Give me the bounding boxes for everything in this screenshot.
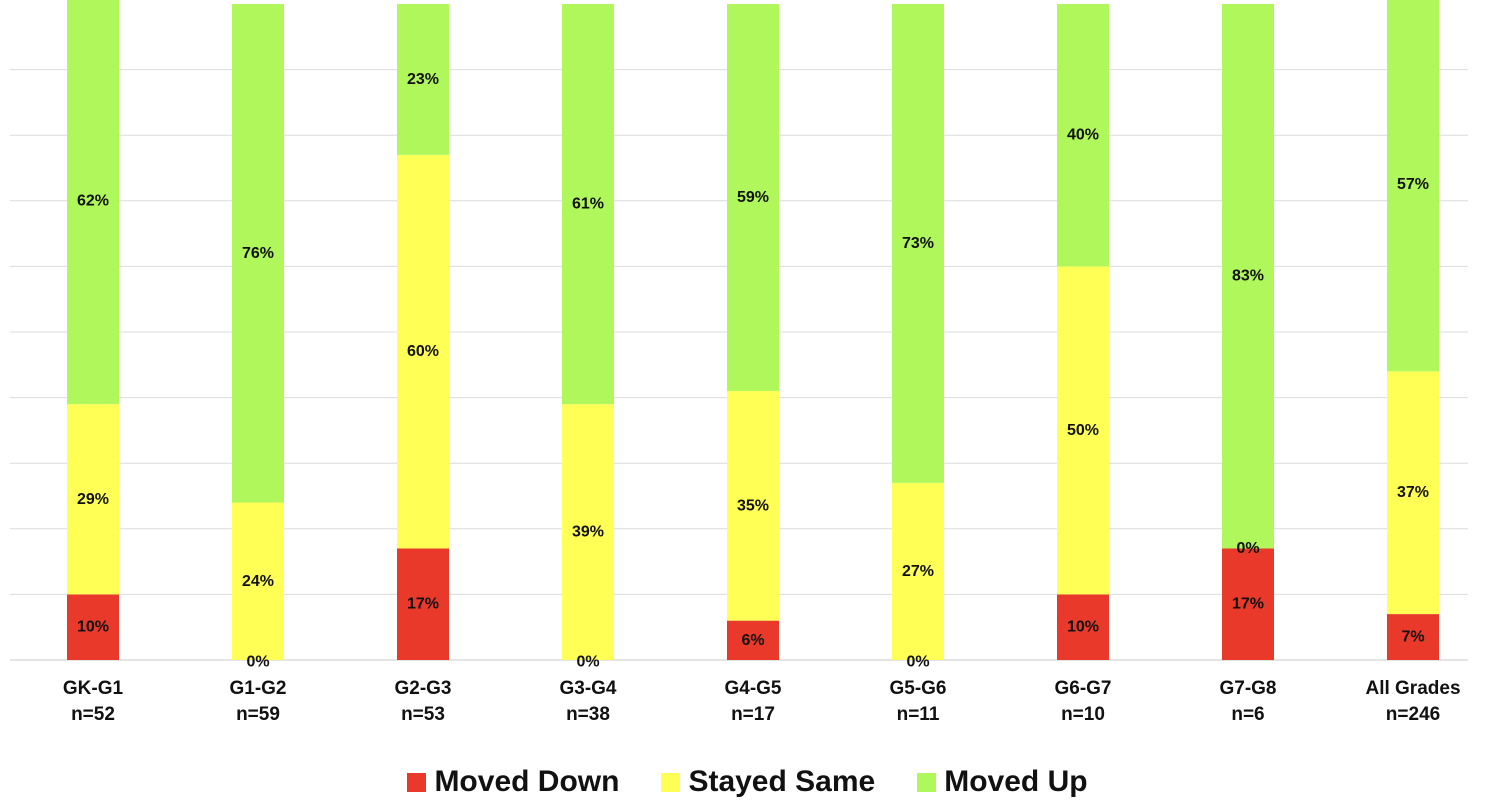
category-name: GK-G1 (62, 678, 124, 699)
data-label: 0% (576, 654, 599, 671)
bar-segment (67, 0, 119, 405)
data-label: 39% (572, 524, 604, 541)
data-label: 10% (77, 619, 109, 636)
legend-label-moved-down: Moved Down (434, 765, 620, 798)
legend-label-moved-up: Moved Up (944, 765, 1088, 798)
category-label: G7-G8 n=6 (1178, 676, 1318, 728)
data-label: 76% (242, 245, 274, 262)
sample-size: n=10 (1061, 704, 1105, 725)
data-label: 7% (1401, 629, 1424, 646)
bar-segment (727, 391, 779, 621)
bar-segment (562, 4, 614, 405)
bar-segment (397, 154, 449, 549)
category-name: G6-G7 (1054, 678, 1112, 699)
category-label: G4-G5 n=17 (683, 676, 823, 728)
data-label: 17% (1232, 596, 1264, 613)
bars (67, 0, 1439, 660)
bar-segment (892, 482, 944, 660)
category-name: G4-G5 (724, 678, 782, 699)
data-label: 24% (242, 573, 274, 590)
data-label: 10% (1067, 619, 1099, 636)
data-label: 83% (1232, 268, 1264, 285)
bar-segment (232, 4, 284, 503)
data-label: 6% (741, 632, 764, 649)
data-label: 62% (77, 192, 109, 209)
category-label: G5-G6 n=11 (848, 676, 988, 728)
data-label: 60% (407, 343, 439, 360)
legend-item-stayed-same: Stayed Same (661, 764, 875, 800)
sample-size: n=17 (731, 704, 775, 725)
value-labels: 10% 29% 62% 0% 24% 76% 17% 60% 23% 0% 39% 61% 6% 35% 5… (77, 71, 1429, 671)
legend-swatch-stayed-same (661, 772, 681, 792)
category-name: G5-G6 (889, 678, 947, 699)
sample-size: n=246 (1385, 704, 1441, 725)
data-label: 29% (77, 491, 109, 508)
bar-segment (1057, 4, 1109, 267)
data-label: 40% (1067, 127, 1099, 144)
legend-item-moved-up: Moved Up (917, 764, 1088, 800)
bar-segment (562, 404, 614, 660)
legend-item-moved-down: Moved Down (407, 764, 619, 800)
category-label: G6-G7 n=10 (1013, 676, 1153, 728)
data-label: 50% (1067, 422, 1099, 439)
category-name: All Grades (1365, 678, 1461, 699)
category-name: G3-G4 (559, 678, 617, 699)
bar-segment (67, 404, 119, 595)
data-label: 23% (407, 71, 439, 88)
category-name: G1-G2 (229, 678, 287, 699)
category-name: G7-G8 (1219, 678, 1277, 699)
legend-swatch-moved-up (917, 772, 937, 792)
data-label: 37% (1397, 484, 1429, 501)
data-label: 0% (246, 654, 269, 671)
category-label: GK-G1 n=52 (23, 676, 163, 728)
sample-size: n=38 (566, 704, 610, 725)
sample-size: n=6 (1231, 704, 1265, 725)
category-label: All Grades n=246 (1343, 676, 1483, 728)
bar-segment (1057, 594, 1109, 660)
data-label: 17% (407, 596, 439, 613)
bar-segment (892, 4, 944, 483)
data-label: 73% (902, 235, 934, 252)
sample-size: n=59 (236, 704, 280, 725)
legend: Moved Down Stayed Same Moved Up (0, 764, 1495, 800)
category-label: G1-G2 n=59 (188, 676, 328, 728)
bar-segment (397, 4, 449, 155)
bar-segment (1222, 4, 1274, 549)
bar-segment (727, 620, 779, 660)
bar-segment (1387, 0, 1439, 372)
data-label: 59% (737, 189, 769, 206)
legend-swatch-moved-down (407, 772, 427, 792)
bar-segment (232, 502, 284, 660)
bar-segment (67, 594, 119, 660)
sample-size: n=53 (401, 704, 445, 725)
legend-label-stayed-same: Stayed Same (688, 765, 876, 798)
sample-size: n=52 (71, 704, 115, 725)
category-name: G2-G3 (394, 678, 452, 699)
data-label: 57% (1397, 176, 1429, 193)
bar-segment (1387, 614, 1439, 660)
sample-size: n=11 (896, 704, 940, 725)
data-label: 0% (1236, 540, 1259, 557)
category-label: G3-G4 n=38 (518, 676, 658, 728)
data-label: 27% (902, 563, 934, 580)
data-label: 61% (572, 196, 604, 213)
bar-segment (1222, 548, 1274, 660)
bar-segment (1057, 266, 1109, 595)
data-label: 0% (906, 654, 929, 671)
bar-segment (1387, 371, 1439, 615)
category-label: G2-G3 n=53 (353, 676, 493, 728)
bar-segment (397, 548, 449, 660)
bar-segment (727, 4, 779, 392)
data-label: 35% (737, 497, 769, 514)
stacked-bar-chart: 10% 29% 62% 0% 24% 76% 17% 60% 23% 0% 39% 61% 6% 35% 5… (10, 0, 1468, 671)
